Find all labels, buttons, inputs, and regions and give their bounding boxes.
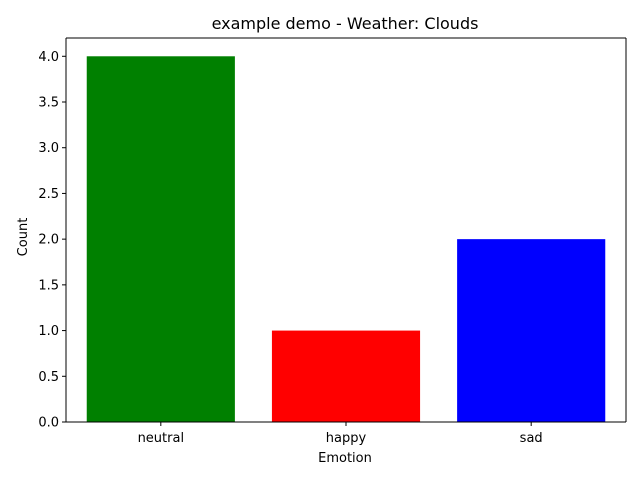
y-tick-label: 3.5 (38, 96, 59, 111)
y-tick-label: 1.0 (38, 324, 59, 339)
x-tick-label-neutral: neutral (138, 431, 185, 446)
y-tick-label: 0.0 (38, 416, 59, 431)
y-tick-label: 4.0 (38, 50, 59, 65)
chart-title: example demo - Weather: Clouds (212, 14, 479, 33)
bar-sad (457, 239, 606, 422)
y-tick-label: 0.5 (38, 370, 59, 385)
x-tick-label-sad: sad (520, 431, 543, 446)
y-tick-label: 3.0 (38, 141, 59, 156)
y-tick-label: 2.5 (38, 187, 59, 202)
x-tick-label-happy: happy (326, 431, 367, 446)
y-axis-label: Count (16, 218, 31, 257)
bar-happy (271, 330, 421, 422)
plot-area: 0.0 0.5 1.0 1.5 2.0 2.5 3.0 3.5 4.0 neutral happy s… (38, 37, 627, 446)
y-tick-label: 2.0 (38, 233, 59, 248)
x-axis-label: Emotion (318, 451, 372, 466)
bar-neutral (86, 56, 235, 423)
y-tick-label: 1.5 (38, 278, 59, 293)
